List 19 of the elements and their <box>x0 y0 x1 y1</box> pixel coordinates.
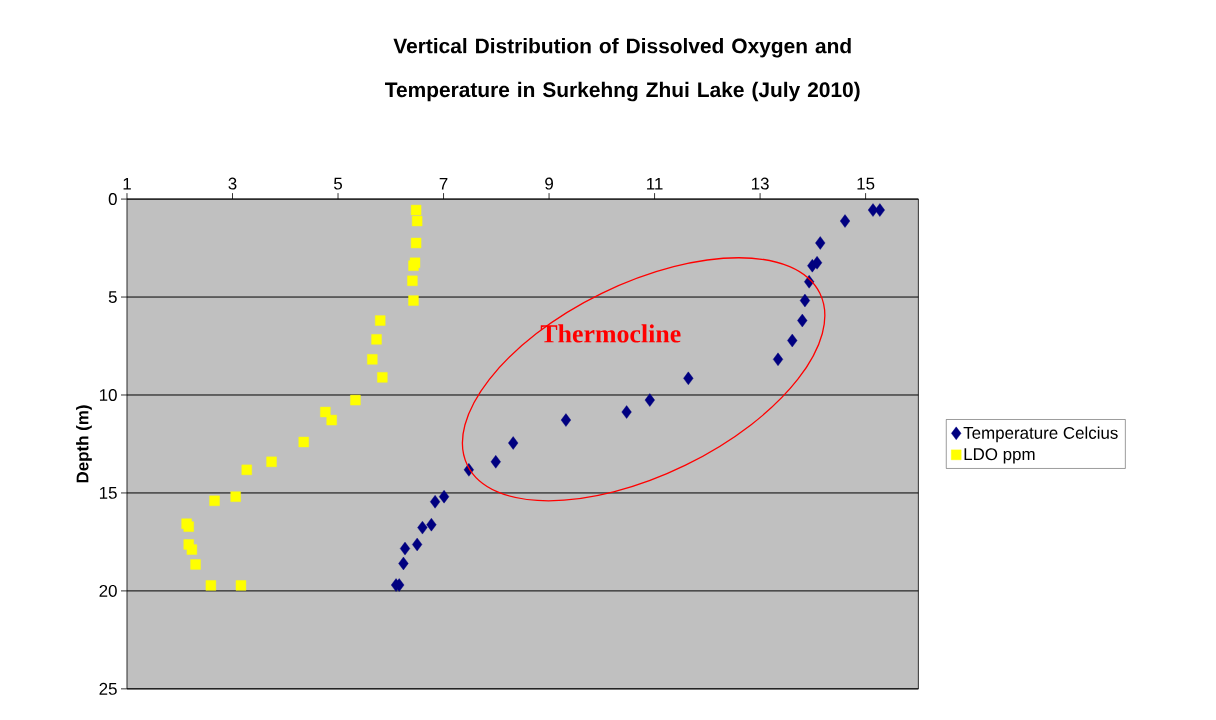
y-tick-label: 25 <box>99 683 117 695</box>
legend-label: Temperature Celcius <box>963 426 1118 443</box>
x-tick-label: 9 <box>545 177 553 190</box>
x-tick-label: 15 <box>857 177 875 190</box>
x-tick-label: 1 <box>123 178 131 190</box>
x-tick-label: 3 <box>228 177 237 190</box>
y-tick-label: 20 <box>99 585 117 598</box>
y-axis-title: Depth (m) <box>76 405 92 483</box>
x-tick-label: 7 <box>439 178 448 190</box>
annotation: Thermocline <box>540 324 681 343</box>
x-tick-label: 13 <box>751 177 769 190</box>
x-tick-label: 5 <box>333 177 343 190</box>
legend-label: LDO ppm <box>964 448 1035 464</box>
y-tick-label: 0 <box>108 193 117 206</box>
x-tick-label: 11 <box>647 178 663 190</box>
y-tick-label: 5 <box>108 291 117 304</box>
chart-title: Vertical Distribution of Dissolved Oxygen and Temperature in Surkehng Zhui Lake (July 2010) <box>385 38 860 102</box>
y-tick-label: 15 <box>99 487 117 499</box>
y-tick-label: 10 <box>99 389 117 402</box>
